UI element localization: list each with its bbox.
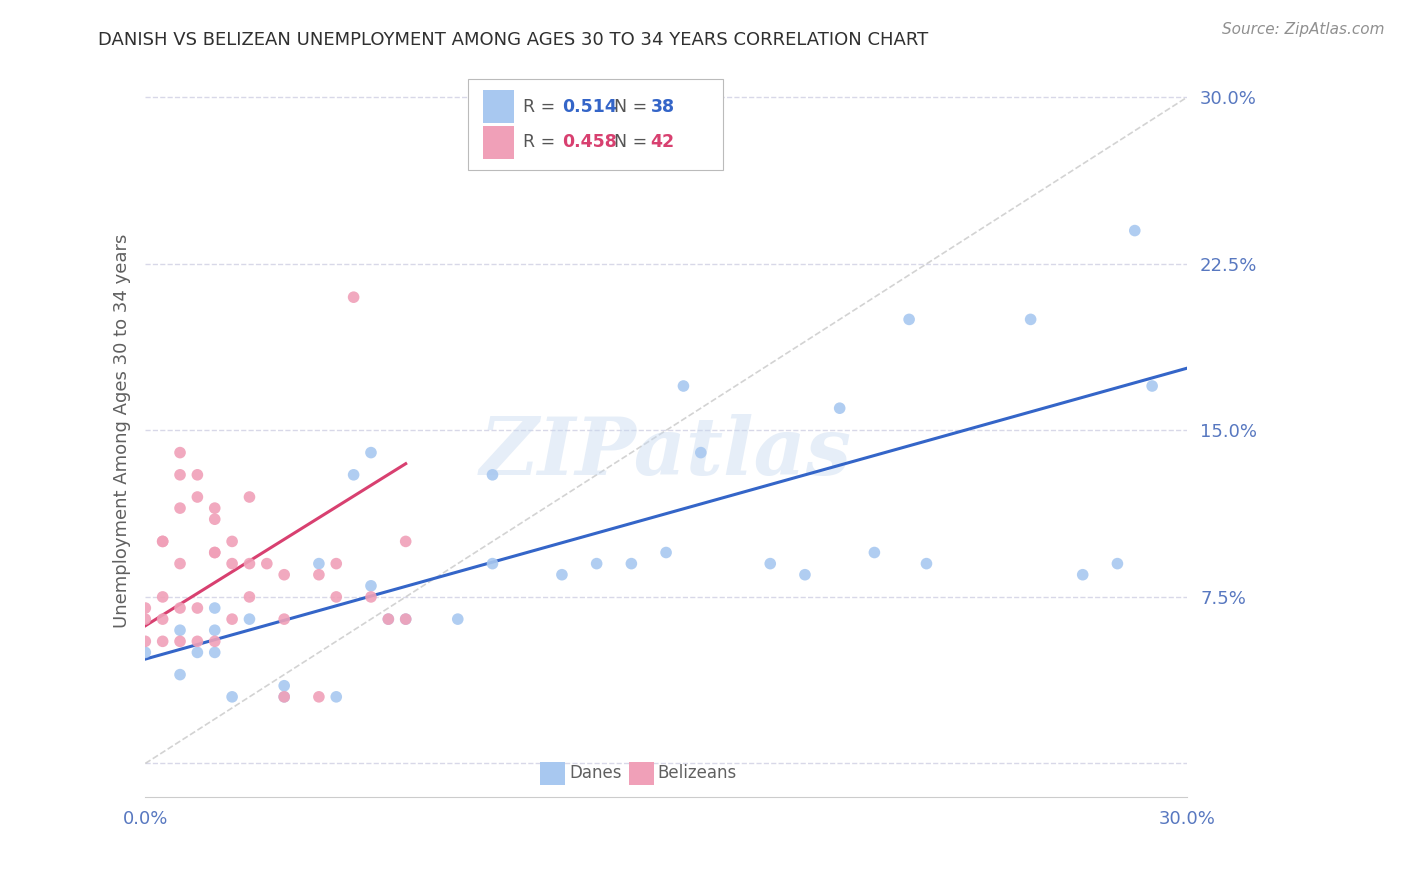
Point (186, 467, 208, 482)
Point (152, 534, 174, 549)
Point (169, 634, 191, 648)
Point (1019, 312, 1042, 326)
Text: ZIPatlas: ZIPatlas (479, 414, 852, 491)
Point (481, 467, 503, 482)
Point (377, 612, 399, 626)
Point (325, 690, 347, 704)
FancyBboxPatch shape (540, 762, 565, 785)
Point (186, 634, 208, 648)
Point (238, 490, 260, 504)
Point (221, 612, 243, 626)
Point (152, 534, 174, 549)
Point (256, 557, 278, 571)
Text: DANISH VS BELIZEAN UNEMPLOYMENT AMONG AGES 30 TO 34 YEARS CORRELATION CHART: DANISH VS BELIZEAN UNEMPLOYMENT AMONG AG… (98, 31, 929, 49)
Point (169, 445, 191, 459)
Point (169, 601, 191, 615)
Point (343, 290, 366, 304)
Y-axis label: Unemployment Among Ages 30 to 34 years: Unemployment Among Ages 30 to 34 years (114, 233, 131, 628)
Text: R =: R = (523, 97, 561, 116)
Point (360, 579, 382, 593)
Point (1123, 223, 1146, 237)
Point (377, 612, 399, 626)
Point (585, 557, 607, 571)
Text: 0.514: 0.514 (562, 97, 617, 116)
Point (308, 567, 330, 582)
Point (238, 590, 260, 604)
Point (308, 557, 330, 571)
Point (794, 567, 817, 582)
Point (551, 567, 574, 582)
Point (273, 690, 295, 704)
FancyBboxPatch shape (482, 127, 515, 159)
Point (863, 545, 886, 559)
Point (204, 645, 226, 659)
Point (169, 624, 191, 638)
Point (273, 612, 295, 626)
Point (343, 467, 366, 482)
Text: 42: 42 (651, 134, 675, 152)
Point (447, 612, 470, 626)
Point (134, 634, 156, 648)
Point (204, 601, 226, 615)
Point (655, 545, 678, 559)
Point (204, 624, 226, 638)
Text: R =: R = (523, 134, 561, 152)
Point (204, 545, 226, 559)
Text: Source: ZipAtlas.com: Source: ZipAtlas.com (1222, 22, 1385, 37)
Point (325, 590, 347, 604)
Point (204, 501, 226, 516)
Point (204, 545, 226, 559)
Point (273, 679, 295, 693)
Point (360, 445, 382, 459)
Text: N =: N = (614, 134, 652, 152)
Point (1071, 567, 1094, 582)
Point (828, 401, 851, 416)
Point (360, 590, 382, 604)
Point (308, 690, 330, 704)
Point (186, 490, 208, 504)
Point (238, 612, 260, 626)
Point (169, 501, 191, 516)
Point (204, 512, 226, 526)
Point (186, 601, 208, 615)
Text: 38: 38 (651, 97, 675, 116)
FancyBboxPatch shape (482, 90, 515, 123)
Point (395, 612, 418, 626)
Point (134, 612, 156, 626)
Point (169, 667, 191, 681)
Point (1140, 379, 1163, 393)
Point (134, 645, 156, 659)
Text: Belizeans: Belizeans (658, 764, 737, 782)
FancyBboxPatch shape (468, 78, 723, 170)
Point (221, 534, 243, 549)
Point (481, 557, 503, 571)
Point (759, 557, 782, 571)
Point (221, 557, 243, 571)
Point (204, 634, 226, 648)
Point (620, 557, 643, 571)
Point (152, 590, 174, 604)
Point (325, 557, 347, 571)
Point (1107, 557, 1129, 571)
Point (689, 445, 711, 459)
Point (221, 690, 243, 704)
Point (273, 567, 295, 582)
Text: N =: N = (614, 97, 652, 116)
Point (395, 534, 418, 549)
Point (169, 557, 191, 571)
Point (152, 634, 174, 648)
Point (134, 601, 156, 615)
Point (152, 612, 174, 626)
Point (898, 312, 921, 326)
Text: Danes: Danes (569, 764, 621, 782)
Point (169, 467, 191, 482)
FancyBboxPatch shape (628, 762, 654, 785)
Point (915, 557, 938, 571)
Point (238, 557, 260, 571)
Point (186, 645, 208, 659)
Point (672, 379, 695, 393)
Text: 0.458: 0.458 (562, 134, 617, 152)
Point (273, 690, 295, 704)
Point (395, 612, 418, 626)
